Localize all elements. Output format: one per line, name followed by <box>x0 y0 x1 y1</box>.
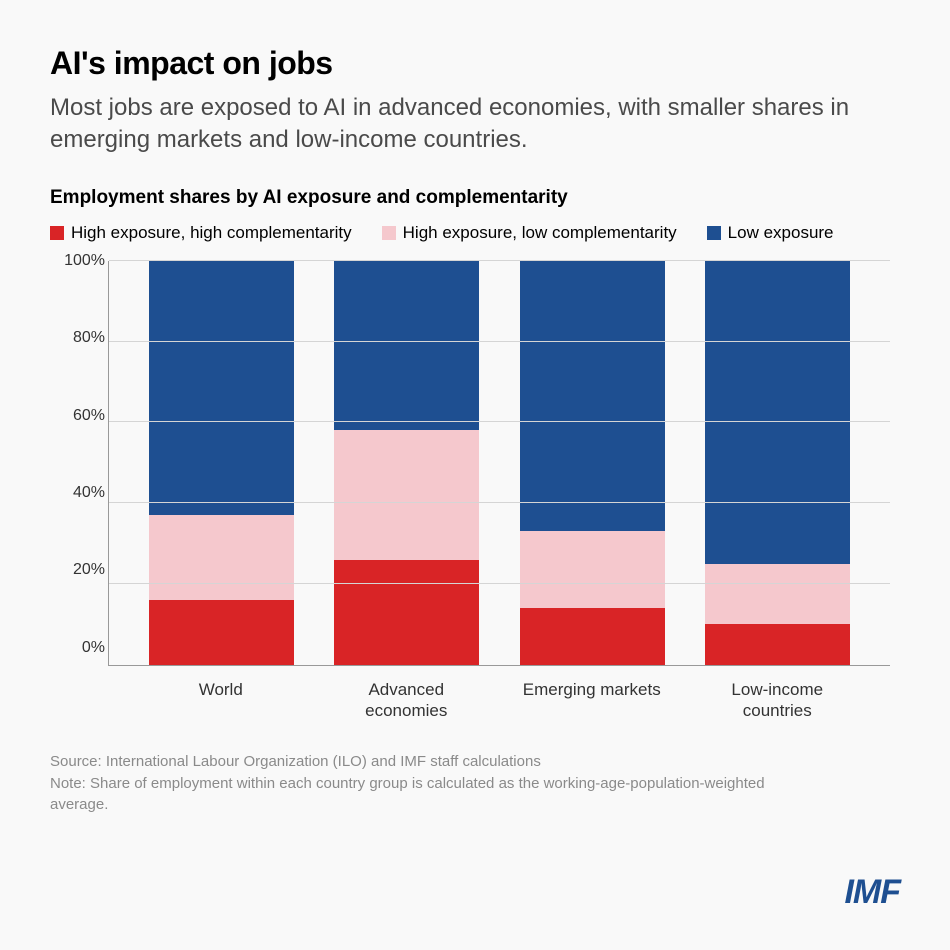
y-tick-label: 0% <box>50 639 105 657</box>
y-tick-label: 80% <box>50 329 105 347</box>
chart-subtitle: Most jobs are exposed to AI in advanced … <box>50 92 900 157</box>
grid-line <box>109 421 890 422</box>
y-tick-label: 60% <box>50 407 105 425</box>
x-tick-label: Low-income countries <box>705 671 850 721</box>
grid-line <box>109 341 890 342</box>
grid-line <box>109 583 890 584</box>
legend-swatch <box>382 226 396 240</box>
grid-line <box>109 502 890 503</box>
note-text: Note: Share of employment within each co… <box>50 773 780 817</box>
imf-logo: IMF <box>844 873 900 912</box>
legend-label: High exposure, high complementarity <box>71 223 352 243</box>
y-axis: 100%80%60%40%20%0% <box>50 261 105 666</box>
bar-segment <box>334 560 479 665</box>
chart-main-title: AI's impact on jobs <box>50 45 900 82</box>
y-tick-label: 100% <box>50 252 105 270</box>
stacked-bar <box>334 261 479 665</box>
chart-axis-title: Employment shares by AI exposure and com… <box>50 187 900 209</box>
bars-container <box>109 261 890 665</box>
bar-segment <box>705 564 850 625</box>
chart-plot-area: 100%80%60%40%20%0% WorldAdvanced economi… <box>108 261 890 721</box>
bar-segment <box>149 261 294 516</box>
chart-legend: High exposure, high complementarity High … <box>50 223 900 243</box>
chart-footer: Source: International Labour Organizatio… <box>50 751 780 816</box>
bar-segment <box>334 261 479 431</box>
grid-line <box>109 260 890 261</box>
stacked-bar <box>149 261 294 665</box>
stacked-bar <box>705 261 850 665</box>
y-tick-label: 20% <box>50 561 105 579</box>
y-tick-label: 40% <box>50 484 105 502</box>
legend-item: High exposure, high complementarity <box>50 223 352 243</box>
bar-segment <box>705 624 850 664</box>
x-tick-label: World <box>148 671 293 721</box>
x-tick-label: Advanced economies <box>334 671 479 721</box>
bar-segment <box>149 515 294 600</box>
legend-label: Low exposure <box>728 223 834 243</box>
bar-segment <box>520 261 665 532</box>
legend-item: High exposure, low complementarity <box>382 223 677 243</box>
x-tick-label: Emerging markets <box>519 671 664 721</box>
source-text: Source: International Labour Organizatio… <box>50 751 780 773</box>
legend-item: Low exposure <box>707 223 834 243</box>
x-axis-labels: World Advanced economies Emerging markets L… <box>108 671 890 721</box>
legend-swatch <box>50 226 64 240</box>
legend-swatch <box>707 226 721 240</box>
bar-segment <box>705 261 850 564</box>
legend-label: High exposure, low complementarity <box>403 223 677 243</box>
bar-segment <box>149 600 294 665</box>
bar-segment <box>334 430 479 559</box>
bar-segment <box>520 608 665 665</box>
bar-segment <box>520 531 665 608</box>
plot-region <box>108 261 890 666</box>
stacked-bar <box>520 261 665 665</box>
